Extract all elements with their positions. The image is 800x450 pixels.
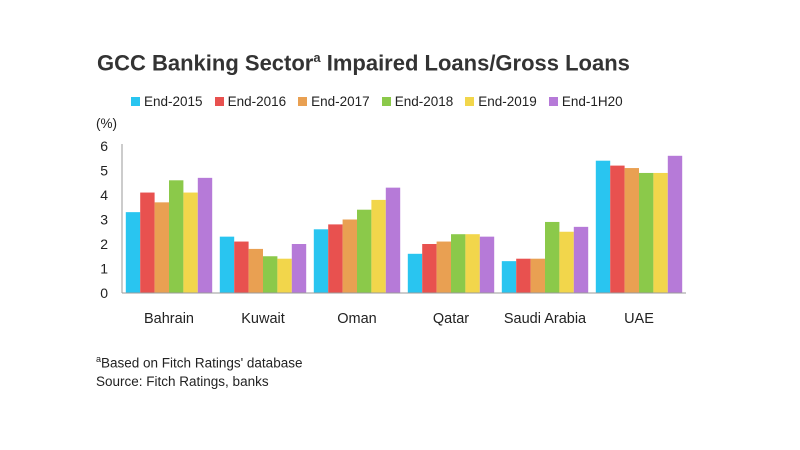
chart-title-main: GCC Banking Sector xyxy=(97,50,314,76)
footnote: aBased on Fitch Ratings' database Source… xyxy=(96,350,302,391)
bar-bahrain-end-2016 xyxy=(140,192,155,293)
bar-bahrain-end-2017 xyxy=(154,202,169,293)
bar-uae-end-2017 xyxy=(624,168,639,293)
bar-qatar-end-1h20 xyxy=(479,236,495,293)
bar-oman-end-1h20 xyxy=(385,187,401,293)
bar-kuwait-end-2017 xyxy=(248,248,263,293)
bar-qatar-end-2018 xyxy=(451,234,466,293)
bar-uae-end-2016 xyxy=(610,165,625,293)
bar-qatar-end-2017 xyxy=(436,241,451,293)
chart-title-rest: Impaired Loans/Gross Loans xyxy=(320,50,630,76)
legend-item-end-2018: End-2018 xyxy=(381,94,454,109)
bar-bahrain-end-2019 xyxy=(183,192,198,293)
bar-uae-end-1h20 xyxy=(667,155,683,293)
footnote-marker: a xyxy=(96,354,102,364)
bar-oman-end-2019 xyxy=(371,199,386,293)
legend-label: End-2016 xyxy=(227,94,287,109)
bar-saudi-arabia-end-2019 xyxy=(559,231,574,293)
bar-saudi-arabia-end-2018 xyxy=(545,221,560,293)
bar-oman-end-2017 xyxy=(342,219,357,293)
x-tick-label: Saudi Arabia xyxy=(504,311,587,327)
y-tick-label: 0 xyxy=(100,285,108,301)
chart-title: GCC Banking Sectora Impaired Loans/Gross… xyxy=(97,50,630,76)
bar-uae-end-2019 xyxy=(653,172,668,293)
bar-oman-end-2016 xyxy=(328,224,343,293)
y-tick-label: 1 xyxy=(100,261,108,277)
bar-uae-end-2018 xyxy=(639,172,654,293)
bar-uae-end-2015 xyxy=(595,160,611,293)
bar-saudi-arabia-end-2017 xyxy=(530,258,545,293)
legend-label: End-2019 xyxy=(478,94,537,109)
legend-label: End-2017 xyxy=(311,94,370,109)
bar-oman-end-2018 xyxy=(357,209,372,293)
x-tick-label: Oman xyxy=(337,311,377,327)
x-tick-label: Kuwait xyxy=(241,311,285,327)
bar-saudi-arabia-end-2015 xyxy=(501,261,517,293)
y-tick-label: 6 xyxy=(100,138,108,154)
chart-title-superscript: a xyxy=(313,50,321,65)
legend-item-end-2015: End-2015 xyxy=(131,94,203,109)
legend-item-end-2017: End-2017 xyxy=(298,94,370,109)
footnote-note: aBased on Fitch Ratings' database xyxy=(96,350,302,373)
footnote-text: Based on Fitch Ratings' database xyxy=(101,355,303,371)
bar-bahrain-end-2015 xyxy=(125,212,141,293)
footnote-source: Source: Fitch Ratings, banks xyxy=(96,373,269,389)
legend-swatch xyxy=(214,97,224,106)
bar-qatar-end-2016 xyxy=(422,244,437,293)
bar-bahrain-end-1h20 xyxy=(197,177,213,293)
legend-label: End-1H20 xyxy=(561,94,623,109)
bar-kuwait-end-2016 xyxy=(234,241,249,293)
legend-label: End-2018 xyxy=(394,94,454,109)
legend-swatch xyxy=(465,97,475,106)
bar-saudi-arabia-end-2016 xyxy=(516,258,531,293)
y-tick-label: 2 xyxy=(100,236,108,252)
legend-item-end-1h20: End-1H20 xyxy=(548,94,623,109)
bar-kuwait-end-2019 xyxy=(277,258,292,293)
x-tick-label: Bahrain xyxy=(144,311,194,327)
bar-qatar-end-2015 xyxy=(407,253,423,293)
chart-legend: End-2015 End-2016 End-2017 End-2018 End-2019… xyxy=(131,94,623,109)
y-tick-label: 4 xyxy=(100,187,108,203)
legend-item-end-2019: End-2019 xyxy=(465,94,537,109)
bar-kuwait-end-2015 xyxy=(219,236,235,293)
legend-label: End-2015 xyxy=(144,94,203,109)
y-tick-label: 3 xyxy=(100,212,108,228)
bar-oman-end-2015 xyxy=(313,229,329,293)
legend-swatch xyxy=(298,97,308,106)
bar-kuwait-end-1h20 xyxy=(291,244,307,293)
x-tick-label: Qatar xyxy=(433,311,469,327)
bar-kuwait-end-2018 xyxy=(263,256,278,293)
legend-swatch xyxy=(381,97,391,106)
legend-swatch xyxy=(548,97,558,106)
legend-item-end-2016: End-2016 xyxy=(214,94,287,109)
y-axis-unit-label: (%) xyxy=(96,116,117,131)
bar-bahrain-end-2018 xyxy=(169,180,184,293)
bar-qatar-end-2019 xyxy=(465,234,480,293)
y-tick-label: 5 xyxy=(100,163,108,179)
legend-swatch xyxy=(131,97,140,106)
bar-saudi-arabia-end-1h20 xyxy=(573,226,589,293)
x-tick-label: UAE xyxy=(624,311,654,327)
